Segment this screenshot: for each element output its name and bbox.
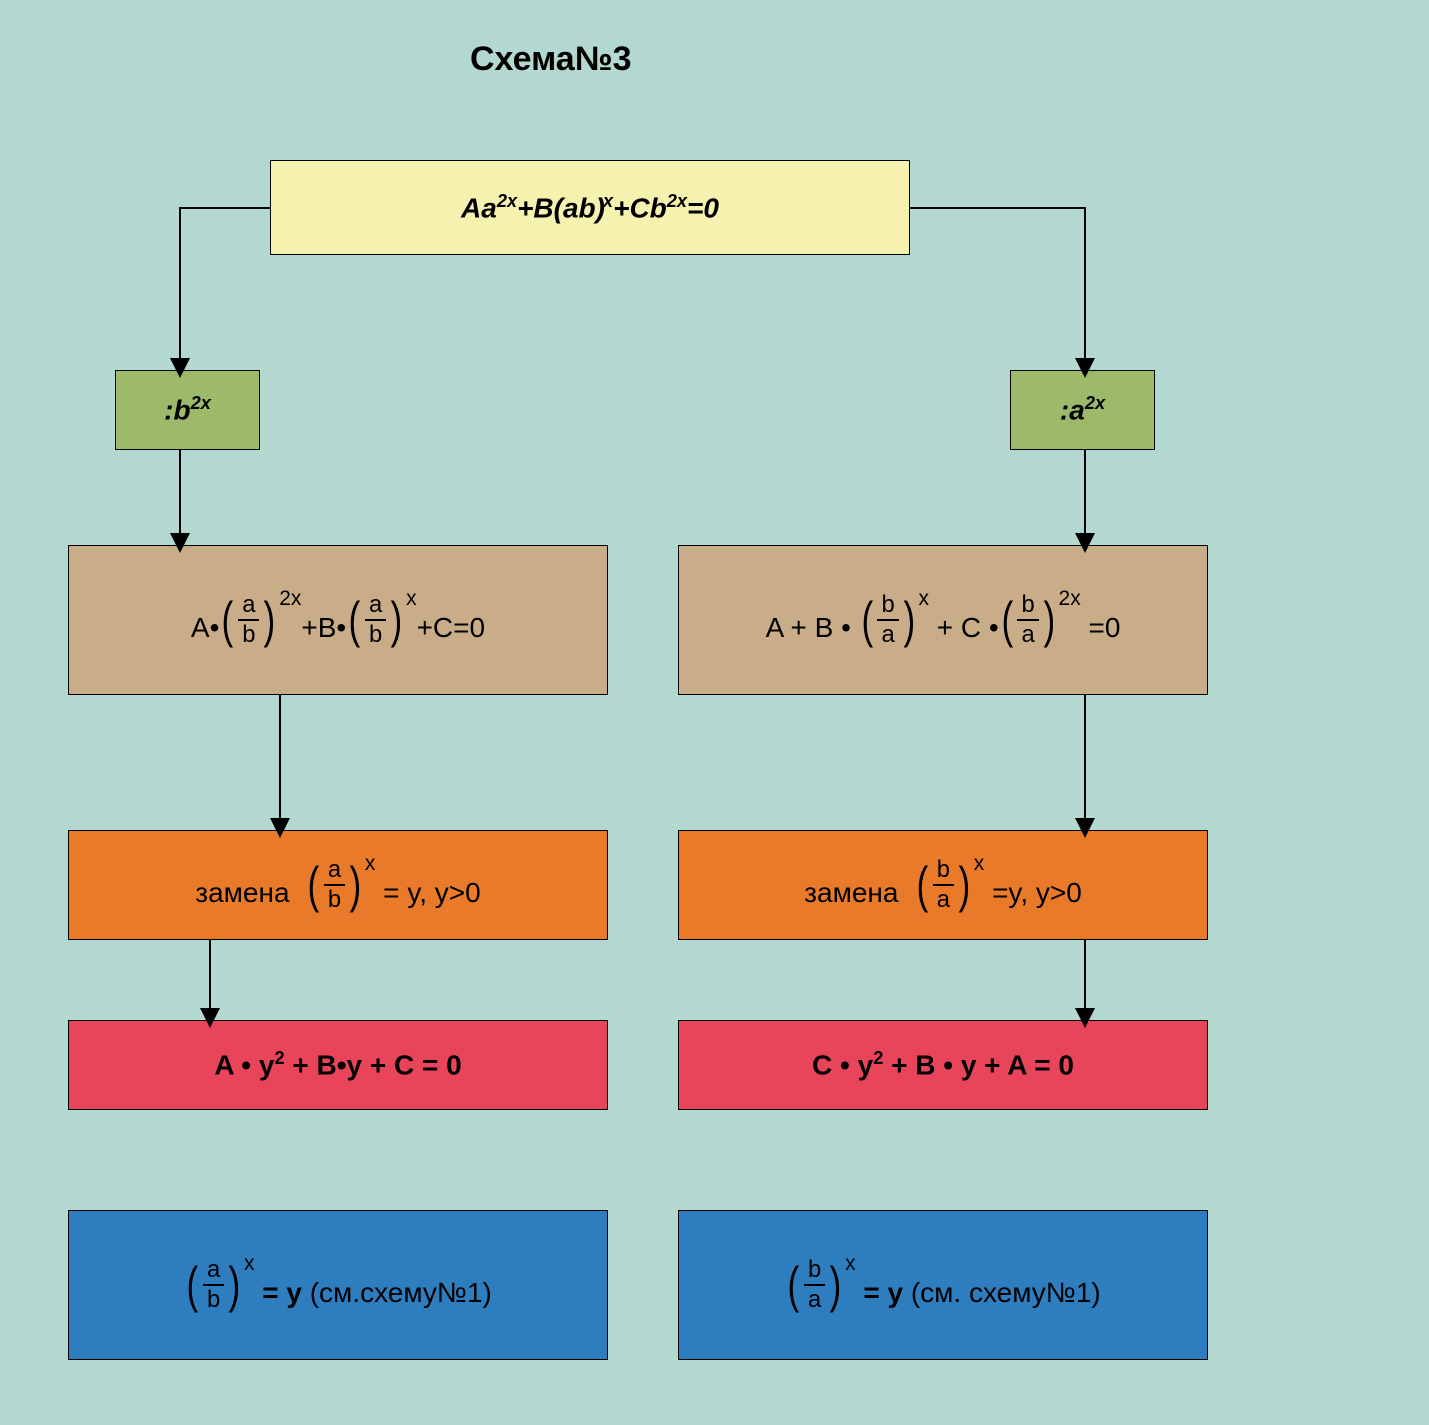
flowchart-node-final_a: (ba)x = y (см. схему№1) xyxy=(678,1210,1208,1360)
flowchart-node-sub_a: замена (ba)x =y, y>0 xyxy=(678,830,1208,940)
flowchart-node-top: Aa2x+B(ab)x+Cb2x=0 xyxy=(270,160,910,255)
flowchart-node-sub_b: замена (ab)x = y, y>0 xyxy=(68,830,608,940)
flowchart-node-eq_a: A + B • (ba)x + C •(ba)2x =0 xyxy=(678,545,1208,695)
arrow-0 xyxy=(180,208,270,370)
diagram-title: Схема№3 xyxy=(470,40,632,79)
flowchart-node-div_b: :b2x xyxy=(115,370,260,450)
flowchart-node-final_b: (ab)x = y (см.схему№1) xyxy=(68,1210,608,1360)
flowchart-node-div_a: :a2x xyxy=(1010,370,1155,450)
flowchart-node-quad_a: C • y2 + B • y + A = 0 xyxy=(678,1020,1208,1110)
flowchart-canvas: Схема№3 Aa2x+B(ab)x+Cb2x=0 :b2x :a2x A•(ab)2… xyxy=(0,0,1429,1425)
flowchart-node-eq_b: A•(ab)2x+B•(ab)x+C=0 xyxy=(68,545,608,695)
flowchart-node-quad_b: A • y2 + B•y + C = 0 xyxy=(68,1020,608,1110)
arrow-1 xyxy=(910,208,1085,370)
